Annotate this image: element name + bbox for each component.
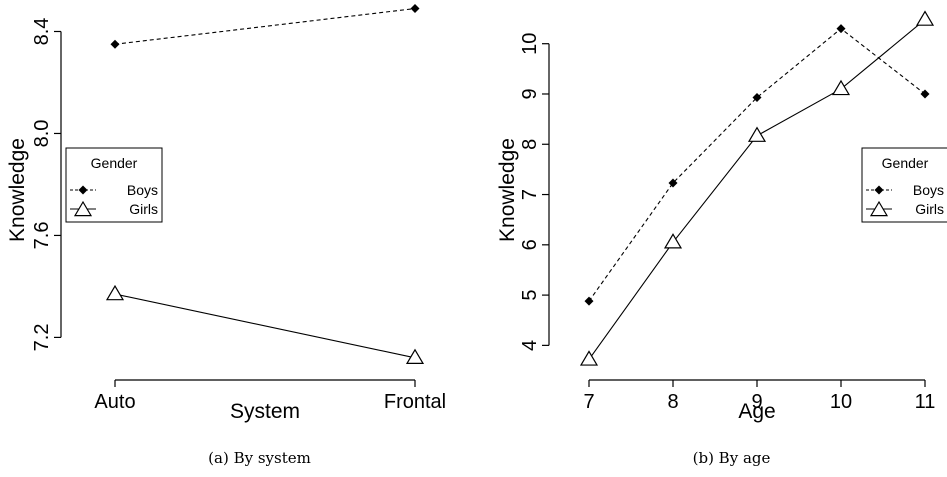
data-point-boys: [920, 89, 930, 99]
legend: Gender Boys Girls: [861, 147, 947, 223]
y-tick-label: 6: [519, 239, 541, 250]
data-point-girls: [915, 10, 935, 26]
y-tick-label: 5: [519, 290, 541, 301]
figure-caption: (a) By system: [208, 449, 311, 467]
data-point-boys: [668, 178, 678, 188]
data-point-girls: [405, 348, 425, 365]
legend-marker-girls: [869, 200, 889, 217]
legend-label-boys: Boys: [127, 182, 158, 198]
data-point-girls: [747, 126, 767, 142]
legend-title: Gender: [91, 155, 138, 171]
y-tick-label: 8.0: [31, 120, 53, 148]
x-tick-label: Frontal: [384, 391, 446, 413]
y-axis-title: Knowledge: [496, 138, 519, 242]
data-point-boys: [110, 39, 120, 49]
series-line-boys: [588, 27, 926, 302]
x-tick-label: 9: [751, 391, 762, 413]
data-point-girls: [579, 350, 599, 366]
data-point-boys: [752, 93, 762, 103]
y-tick-label: 8: [519, 139, 541, 150]
data-point-boys: [584, 296, 594, 306]
chart-panel-1: 7.2 7.6 8.0 8.4 Auto Frontal System Knowledge Ge…: [6, 4, 446, 467]
data-point-girls: [105, 284, 125, 301]
series-line-girls: [114, 293, 416, 359]
data-point-girls: [663, 233, 683, 249]
x-tick-label: 8: [667, 391, 678, 413]
x-tick-label: Auto: [94, 391, 135, 413]
y-tick-label: 4: [519, 340, 541, 351]
legend-marker-girls: [73, 200, 93, 217]
legend-label-girls: Girls: [129, 201, 158, 217]
data-point-boys: [410, 4, 420, 14]
y-tick-label: 7.6: [31, 222, 53, 250]
legend-box: [65, 147, 163, 223]
y-tick-label: 8.4: [31, 18, 53, 46]
legend-title: Gender: [882, 155, 929, 171]
x-tick-label: 7: [583, 391, 594, 413]
y-tick-label: 7: [519, 189, 541, 200]
legend-label-boys: Boys: [913, 182, 944, 198]
data-point-girls: [831, 79, 851, 96]
y-axis-title: Knowledge: [6, 138, 29, 242]
legend: Gender Boys Girls: [65, 147, 163, 223]
series-line-boys: [114, 8, 416, 45]
y-tick-label: 7.2: [31, 324, 53, 352]
y-tick-label: 10: [519, 33, 541, 55]
legend-marker-boys: [874, 185, 884, 195]
legend-label-girls: Girls: [915, 201, 944, 217]
chart-panel-2: 4 5 6 7 8 9 10 7 8 9 10 11 Age Knowledge Gender Boys Gir…: [496, 10, 947, 467]
x-tick-label: 11: [915, 391, 936, 413]
x-axis-title: System: [230, 400, 300, 423]
x-tick-label: 10: [830, 391, 852, 413]
x-axis-title: Age: [738, 400, 775, 423]
figure-caption: (b) By age: [693, 449, 771, 467]
y-tick-label: 9: [519, 88, 541, 99]
legend-marker-boys: [78, 185, 88, 195]
data-point-boys: [836, 24, 846, 34]
